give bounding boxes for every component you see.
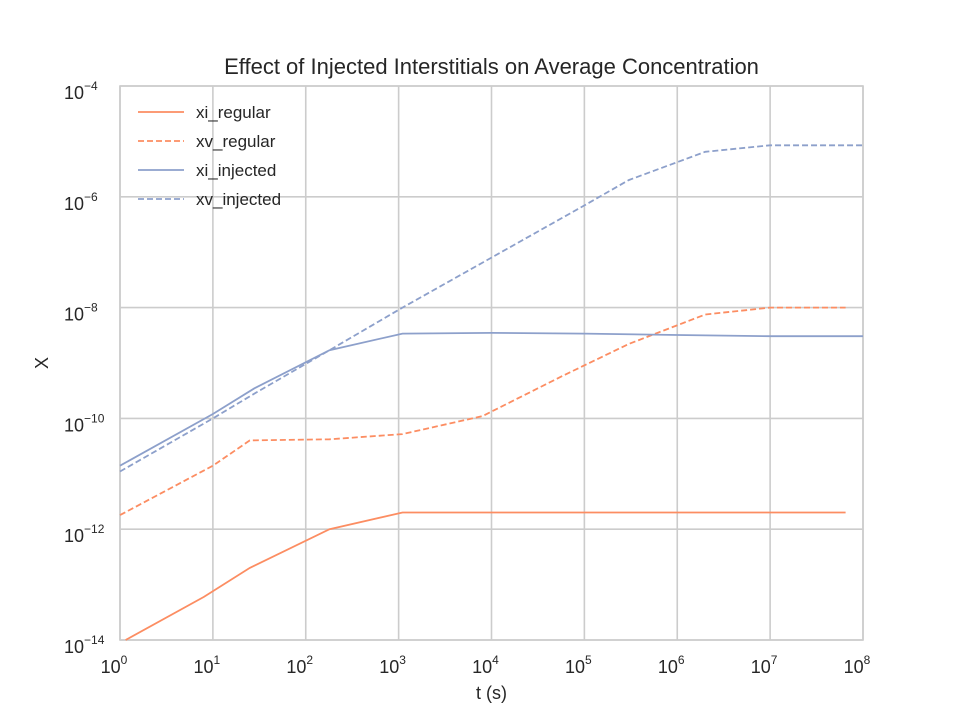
x-tick-label: 104 bbox=[472, 653, 499, 677]
x-tick-label: 107 bbox=[751, 653, 778, 677]
chart-title: Effect of Injected Interstitials on Aver… bbox=[224, 54, 759, 79]
x-tick-label: 100 bbox=[101, 653, 128, 677]
legend-label-xi-regular: xi_regular bbox=[196, 103, 271, 122]
x-tick-label: 105 bbox=[565, 653, 592, 677]
x-tick-label: 106 bbox=[658, 653, 685, 677]
legend-label-xi-injected: xi_injected bbox=[196, 161, 276, 180]
y-tick-label: 10−10 bbox=[64, 411, 105, 435]
legend-label-xv-regular: xv_regular bbox=[196, 132, 276, 151]
series-line-xi-regular bbox=[125, 511, 846, 641]
x-axis-label: t (s) bbox=[476, 683, 507, 703]
series-line-xv-regular bbox=[119, 306, 846, 516]
x-tick-label: 108 bbox=[844, 653, 871, 677]
y-tick-label: 10−4 bbox=[64, 79, 98, 103]
legend-label-xv-injected: xv_injected bbox=[196, 190, 281, 209]
plot-frame bbox=[119, 85, 864, 641]
y-tick-label: 10−14 bbox=[64, 633, 105, 657]
y-tick-label: 10−8 bbox=[64, 301, 98, 325]
series-line-xv-injected bbox=[119, 144, 863, 473]
x-tick-label: 103 bbox=[379, 653, 406, 677]
y-tick-label: 10−6 bbox=[64, 190, 98, 214]
series-line-xi-injected bbox=[119, 331, 863, 467]
x-axis-ticks: 100 101 102 103 104 105 106 107 108 bbox=[101, 653, 871, 677]
grid bbox=[119, 85, 864, 641]
x-tick-label: 102 bbox=[286, 653, 313, 677]
y-axis-label: X bbox=[32, 357, 52, 369]
x-tick-label: 101 bbox=[194, 653, 221, 677]
y-axis-ticks: 10−14 10−12 10−10 10−8 10−6 10−4 bbox=[64, 79, 105, 657]
series-layer bbox=[119, 144, 863, 641]
legend: xi_regular xv_regular xi_injected xv_inject… bbox=[138, 103, 281, 209]
y-tick-label: 10−12 bbox=[64, 522, 105, 546]
